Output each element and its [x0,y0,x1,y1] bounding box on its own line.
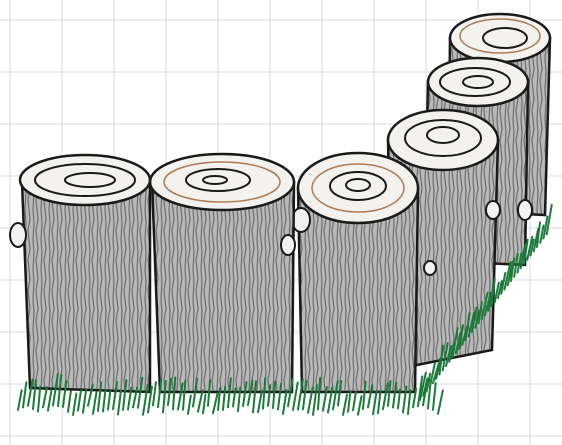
knot [517,199,533,221]
ring [34,163,136,197]
ring [426,126,460,144]
log-2 [144,152,296,394]
ring [329,171,387,201]
ring [404,119,482,157]
log-body [150,180,296,394]
grass-blades [17,203,553,416]
knot [485,200,501,220]
ring [185,168,251,192]
ring [482,27,528,49]
knot [423,260,437,276]
log-1 [9,153,152,394]
ring [462,75,494,89]
ring [202,175,228,185]
ring [311,163,405,213]
grass [17,203,553,416]
knot [280,234,296,256]
ring [163,161,281,203]
log-top [448,12,552,64]
log-top [18,153,152,207]
ring [439,67,511,97]
log-3 [291,151,437,394]
log-top [426,56,530,108]
ring [345,178,371,192]
ring [459,18,541,54]
ring [64,172,116,188]
knot [9,222,27,248]
log-body [20,180,152,394]
